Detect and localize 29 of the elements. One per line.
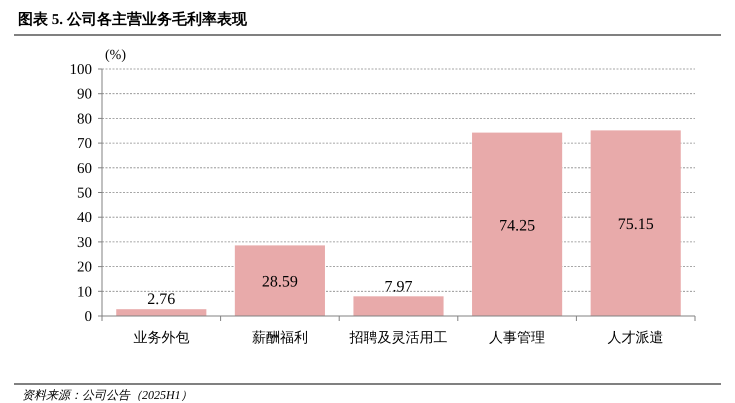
y-tick-label: 50	[77, 186, 92, 202]
y-tick-label: 60	[77, 160, 92, 177]
x-tick-label: 薪酬福利	[252, 330, 308, 346]
data-label: 7.97	[384, 278, 412, 296]
y-tick-label: 90	[77, 86, 92, 103]
data-label: 28.59	[262, 274, 298, 291]
y-tick-label: 40	[77, 210, 92, 226]
y-tick-label: 70	[77, 136, 92, 152]
y-tick-label: 20	[77, 260, 92, 276]
x-tick-label: 招聘及灵活用工	[348, 330, 448, 346]
y-tick-label: 0	[84, 309, 92, 325]
data-label: 74.25	[499, 217, 536, 234]
y-tick-label: 80	[77, 111, 92, 128]
y-tick-label: 10	[77, 284, 92, 300]
bar	[472, 132, 562, 316]
y-tick-label: 100	[70, 62, 92, 78]
y-axis-title: (%)	[105, 48, 126, 63]
text: 资料来源：公司公告（2025H1）	[22, 388, 193, 402]
x-tick-label: 人事管理	[489, 330, 546, 346]
data-label: 2.76	[147, 291, 176, 308]
bar	[234, 245, 325, 316]
data-label: 75.15	[618, 216, 654, 234]
bar	[353, 296, 444, 316]
chart-title: 图表 5. 公司各主营业务毛利率表现	[18, 10, 248, 28]
bar	[116, 309, 206, 316]
x-tick-label: 业务外包	[133, 330, 190, 346]
y-tick-label: 30	[77, 234, 92, 251]
x-tick-label: 人才派遣	[608, 330, 664, 346]
bar	[590, 130, 681, 316]
